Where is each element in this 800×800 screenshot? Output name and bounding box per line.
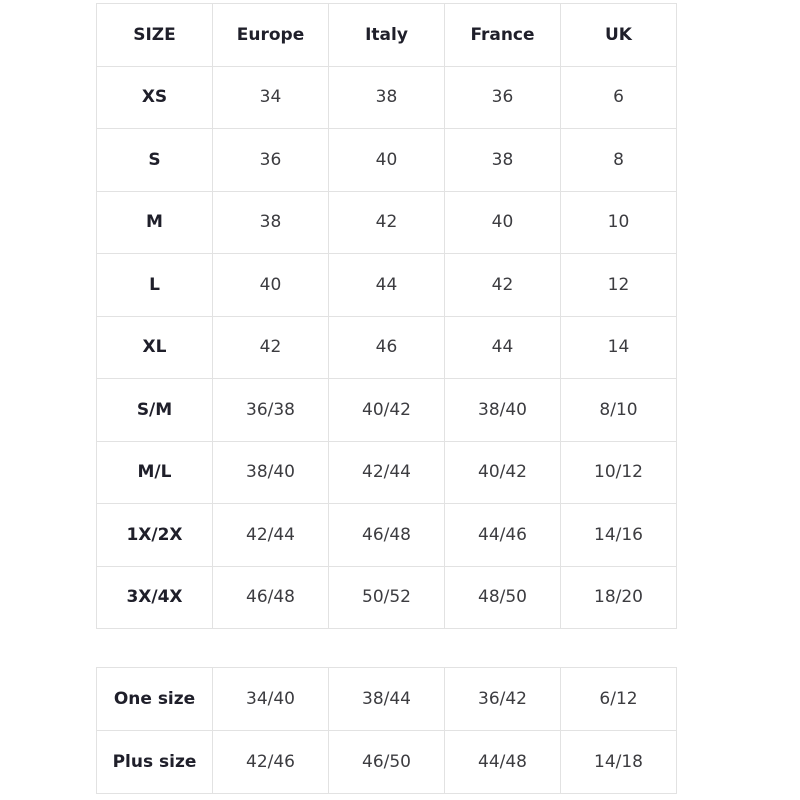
size-value: 10 bbox=[560, 190, 677, 254]
size-label: S bbox=[96, 128, 213, 192]
table-row: L 40 44 42 12 bbox=[96, 253, 677, 317]
size-value: 36 bbox=[212, 128, 329, 192]
size-value: 44 bbox=[444, 315, 561, 379]
column-header: Europe bbox=[212, 3, 329, 67]
size-value: 18/20 bbox=[560, 565, 677, 629]
size-value: 44/48 bbox=[444, 730, 561, 794]
size-value: 36 bbox=[444, 65, 561, 129]
size-label: 1X/2X bbox=[96, 503, 213, 567]
table-row: S 36 40 38 8 bbox=[96, 128, 677, 192]
column-header: UK bbox=[560, 3, 677, 67]
size-label: L bbox=[96, 253, 213, 317]
size-value: 8/10 bbox=[560, 378, 677, 442]
size-label: 3X/4X bbox=[96, 565, 213, 629]
size-value: 40/42 bbox=[444, 440, 561, 504]
size-label: S/M bbox=[96, 378, 213, 442]
size-value: 36/38 bbox=[212, 378, 329, 442]
column-header: France bbox=[444, 3, 561, 67]
size-label: M bbox=[96, 190, 213, 254]
special-sizes-table: One size 34/40 38/44 36/42 6/12 Plus size 42/4… bbox=[96, 667, 677, 794]
table-row: XL 42 46 44 14 bbox=[96, 315, 677, 379]
size-value: 40 bbox=[212, 253, 329, 317]
size-value: 36/42 bbox=[444, 667, 561, 731]
size-value: 40 bbox=[328, 128, 445, 192]
table-row: One size 34/40 38/44 36/42 6/12 bbox=[96, 667, 677, 731]
size-value: 6/12 bbox=[560, 667, 677, 731]
size-value: 34 bbox=[212, 65, 329, 129]
size-value: 6 bbox=[560, 65, 677, 129]
header-row: SIZE Europe Italy France UK bbox=[96, 3, 677, 67]
size-value: 42/44 bbox=[212, 503, 329, 567]
size-value: 38 bbox=[212, 190, 329, 254]
size-value: 48/50 bbox=[444, 565, 561, 629]
size-value: 14/18 bbox=[560, 730, 677, 794]
size-label: XL bbox=[96, 315, 213, 379]
size-value: 46/48 bbox=[212, 565, 329, 629]
size-value: 42 bbox=[444, 253, 561, 317]
size-value: 40/42 bbox=[328, 378, 445, 442]
size-value: 42 bbox=[328, 190, 445, 254]
table-row: M 38 42 40 10 bbox=[96, 190, 677, 254]
size-value: 42/46 bbox=[212, 730, 329, 794]
size-label: XS bbox=[96, 65, 213, 129]
table-row: 1X/2X 42/44 46/48 44/46 14/16 bbox=[96, 503, 677, 567]
size-value: 46/50 bbox=[328, 730, 445, 794]
size-value: 40 bbox=[444, 190, 561, 254]
size-label: M/L bbox=[96, 440, 213, 504]
table-row: S/M 36/38 40/42 38/40 8/10 bbox=[96, 378, 677, 442]
size-value: 44 bbox=[328, 253, 445, 317]
table-row: Plus size 42/46 46/50 44/48 14/18 bbox=[96, 730, 677, 794]
size-value: 34/40 bbox=[212, 667, 329, 731]
size-value: 8 bbox=[560, 128, 677, 192]
table-row: 3X/4X 46/48 50/52 48/50 18/20 bbox=[96, 565, 677, 629]
size-value: 10/12 bbox=[560, 440, 677, 504]
table-row: M/L 38/40 42/44 40/42 10/12 bbox=[96, 440, 677, 504]
size-value: 38/40 bbox=[212, 440, 329, 504]
size-value: 14/16 bbox=[560, 503, 677, 567]
size-conversion-table: SIZE Europe Italy France UK XS 34 38 36 6 S 36 40 38 8… bbox=[96, 3, 677, 629]
size-value: 38/40 bbox=[444, 378, 561, 442]
size-value: 44/46 bbox=[444, 503, 561, 567]
column-header: Italy bbox=[328, 3, 445, 67]
column-header: SIZE bbox=[96, 3, 213, 67]
size-value: 42 bbox=[212, 315, 329, 379]
size-value: 14 bbox=[560, 315, 677, 379]
size-value: 38/44 bbox=[328, 667, 445, 731]
size-value: 38 bbox=[328, 65, 445, 129]
size-label: One size bbox=[96, 667, 213, 731]
size-value: 42/44 bbox=[328, 440, 445, 504]
size-value: 50/52 bbox=[328, 565, 445, 629]
size-value: 46 bbox=[328, 315, 445, 379]
size-value: 12 bbox=[560, 253, 677, 317]
size-value: 38 bbox=[444, 128, 561, 192]
size-value: 46/48 bbox=[328, 503, 445, 567]
size-label: Plus size bbox=[96, 730, 213, 794]
table-row: XS 34 38 36 6 bbox=[96, 65, 677, 129]
